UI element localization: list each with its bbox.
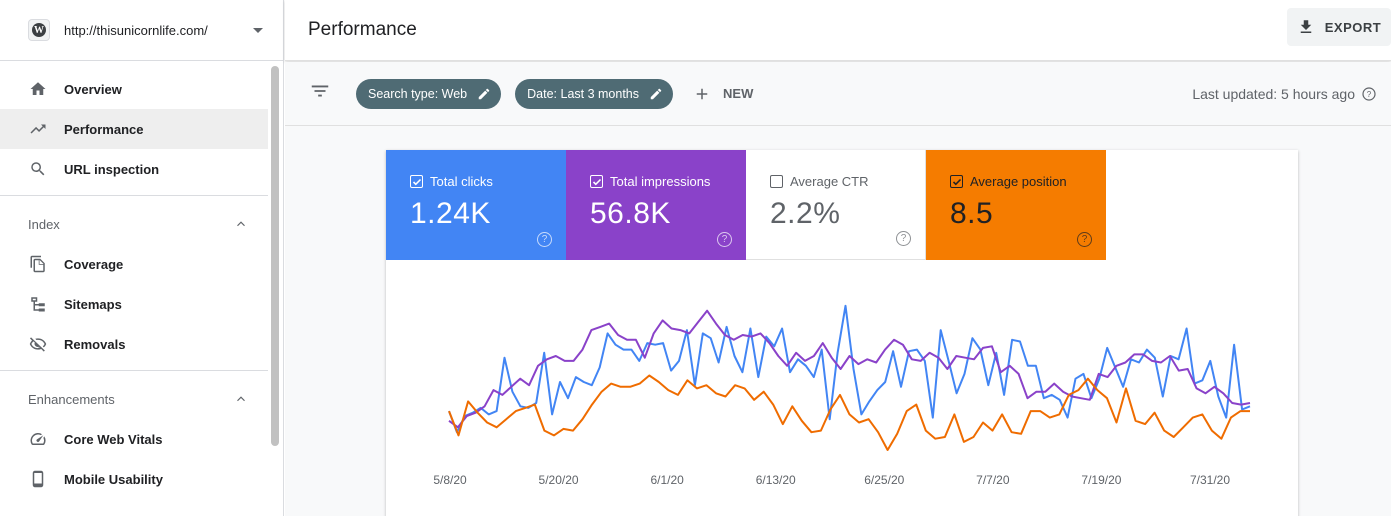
sidebar-item-label: Performance [64,121,144,137]
section-header-index[interactable]: Index [0,204,268,244]
performance-card: Total clicks 1.24K ? Total impressions 5… [386,150,1298,516]
sidebar-nav: Overview Performance URL inspection Inde… [0,61,268,499]
x-tick-label: 5/8/20 [433,473,467,487]
eye-off-icon [28,334,48,354]
sidebar-item-overview[interactable]: Overview [0,69,268,109]
help-icon[interactable]: ? [537,232,552,247]
metric-value: 1.24K [410,197,491,230]
x-tick-label: 7/31/20 [1190,473,1230,487]
metric-label: Average CTR [790,174,869,189]
search-icon [28,159,48,179]
sidebar-item-removals[interactable]: Removals [0,324,268,364]
date-range-chip[interactable]: Date: Last 3 months [515,78,674,109]
help-icon[interactable]: ? [717,232,732,247]
wordpress-icon: W [28,19,50,41]
chip-label: Search type: Web [368,86,468,101]
chevron-down-icon[interactable] [253,27,263,33]
trending-up-icon [28,119,48,139]
x-tick-label: 6/25/20 [864,473,904,487]
x-tick-label: 7/19/20 [1081,473,1121,487]
divider [0,195,268,196]
chip-label: Date: Last 3 months [527,86,640,101]
checkbox-checked-icon[interactable] [950,175,963,188]
series-line-2 [448,374,1250,451]
help-icon[interactable]: ? [896,231,911,246]
phone-icon [28,469,48,489]
last-updated-text: Last updated: 5 hours ago [1192,86,1355,102]
filter-icon[interactable] [309,80,331,107]
sidebar-item-label: Overview [64,81,122,97]
new-label: NEW [723,86,754,101]
sidebar: W http://thisunicornlife.com/ Overview P… [0,0,284,516]
sidebar-item-label: Mobile Usability [64,471,163,487]
metric-average-ctr[interactable]: Average CTR 2.2% ? [746,150,926,260]
speedometer-icon [28,429,48,449]
property-selector[interactable]: W http://thisunicornlife.com/ [0,0,283,61]
sidebar-item-core-web-vitals[interactable]: Core Web Vitals [0,419,268,459]
checkbox-checked-icon[interactable] [590,175,603,188]
metric-label: Average position [970,174,1067,189]
section-title: Index [28,216,60,232]
sidebar-item-label: Core Web Vitals [64,431,163,447]
metric-value: 56.8K [590,197,671,230]
sidebar-item-label: URL inspection [64,161,160,177]
sitemap-icon [28,294,48,314]
help-icon[interactable]: ? [1361,86,1377,102]
search-type-chip[interactable]: Search type: Web [356,78,502,109]
edit-icon[interactable] [649,87,663,101]
copy-icon [28,254,48,274]
metric-total-clicks[interactable]: Total clicks 1.24K ? [386,150,566,260]
x-tick-label: 5/20/20 [539,473,579,487]
checkbox-checked-icon[interactable] [410,175,423,188]
metric-value: 8.5 [950,197,994,230]
download-icon [1300,20,1312,33]
sidebar-item-coverage[interactable]: Coverage [0,244,268,284]
new-filter-button[interactable]: NEW [693,85,753,103]
metric-average-position[interactable]: Average position 8.5 ? [926,150,1106,260]
home-icon [28,79,48,99]
sidebar-item-sitemaps[interactable]: Sitemaps [0,284,268,324]
divider [0,370,268,371]
series-line-0 [448,304,1251,434]
metric-label: Total clicks [430,174,493,189]
export-button[interactable]: EXPORT [1287,8,1391,46]
chevron-up-icon [237,396,245,402]
svg-text:?: ? [1367,90,1372,99]
metric-total-impressions[interactable]: Total impressions 56.8K ? [566,150,746,260]
sidebar-item-label: Removals [64,336,126,352]
metric-tiles: Total clicks 1.24K ? Total impressions 5… [386,150,1298,260]
sidebar-item-label: Coverage [64,256,124,272]
x-tick-label: 7/7/20 [976,473,1010,487]
plus-icon [696,88,708,99]
property-url: http://thisunicornlife.com/ [64,22,208,38]
filter-bar: Search type: Web Date: Last 3 months NEW… [285,62,1391,126]
x-tick-label: 6/13/20 [756,473,796,487]
page-title: Performance [308,19,417,40]
section-header-enhancements[interactable]: Enhancements [0,379,268,419]
sidebar-item-performance[interactable]: Performance [0,109,268,149]
chevron-up-icon [237,221,245,227]
sidebar-item-url-inspection[interactable]: URL inspection [0,149,268,189]
last-updated: Last updated: 5 hours ago ? [1192,62,1377,126]
sidebar-item-label: Sitemaps [64,296,122,312]
page-header: Performance EXPORT [285,0,1391,61]
help-icon[interactable]: ? [1077,232,1092,247]
edit-icon[interactable] [477,87,491,101]
series-line-1 [448,309,1251,429]
section-title: Enhancements [28,391,115,407]
metric-label: Total impressions [610,174,711,189]
sidebar-scrollbar[interactable] [271,66,279,446]
metric-value: 2.2% [770,197,841,230]
performance-chart[interactable]: 5/8/20 5/20/20 6/1/20 6/13/20 6/25/20 7/7/20 7… [386,260,1298,516]
x-tick-label: 6/1/20 [650,473,684,487]
export-label: EXPORT [1324,19,1382,35]
main-content: Total clicks 1.24K ? Total impressions 5… [285,126,1391,516]
checkbox-unchecked-icon[interactable] [770,175,783,188]
sidebar-item-mobile-usability[interactable]: Mobile Usability [0,459,268,499]
